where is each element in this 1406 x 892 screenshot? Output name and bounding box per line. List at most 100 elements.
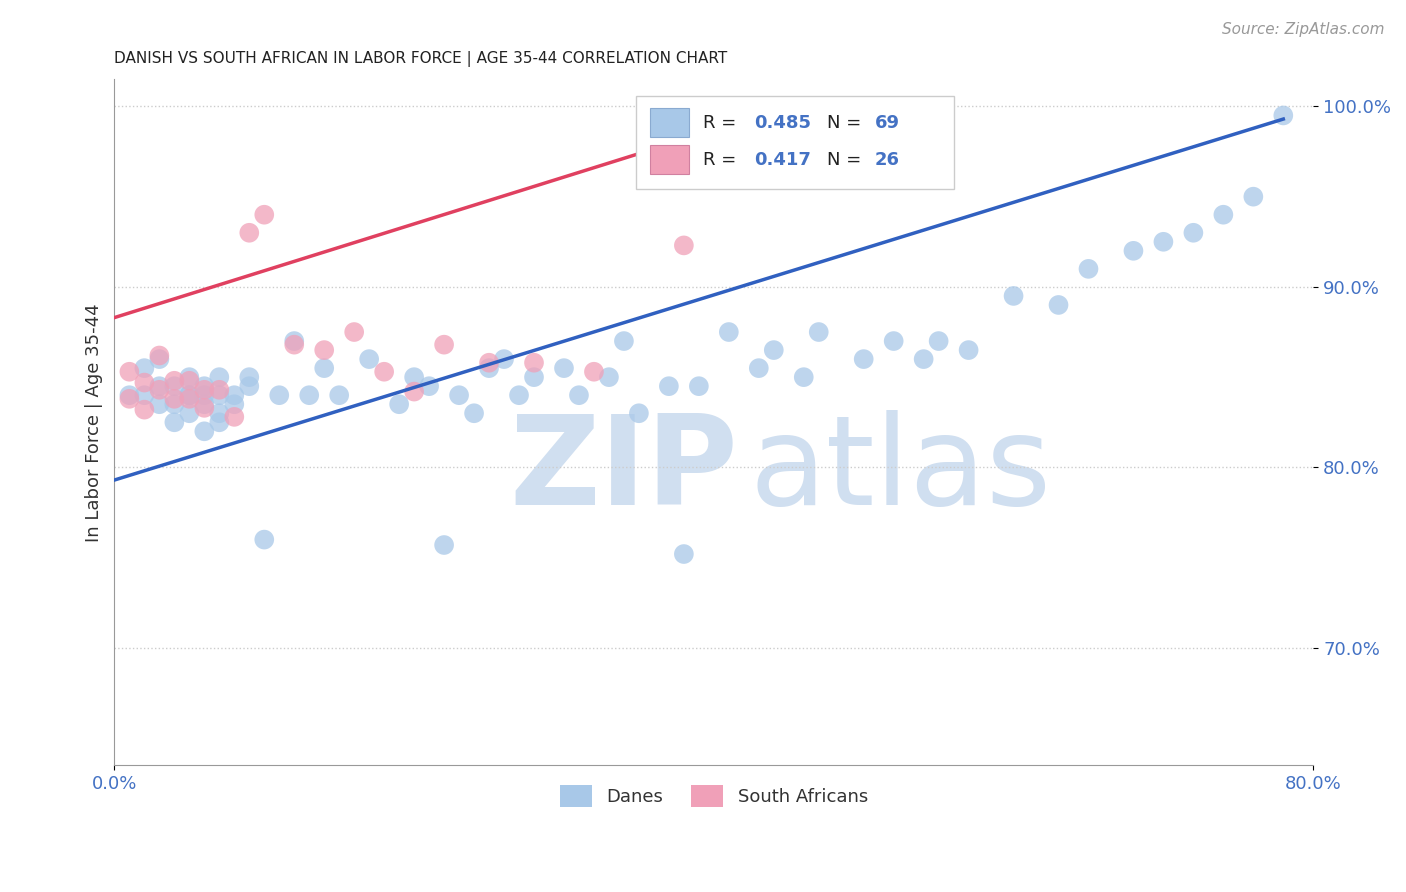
Point: [343, 325, 366, 339]
Text: atlas: atlas: [749, 409, 1052, 531]
Point: [748, 361, 770, 376]
Text: ZIP: ZIP: [509, 409, 738, 531]
Text: N =: N =: [827, 151, 866, 169]
Point: [928, 334, 950, 348]
Point: [193, 379, 215, 393]
Legend: Danes, South Africans: Danes, South Africans: [553, 778, 875, 814]
Point: [253, 208, 276, 222]
Point: [193, 425, 215, 439]
Y-axis label: In Labor Force | Age 35-44: In Labor Force | Age 35-44: [86, 303, 103, 541]
Point: [134, 361, 156, 376]
Text: 0.485: 0.485: [755, 113, 811, 131]
Point: [449, 388, 471, 402]
Point: [508, 388, 530, 402]
Point: [118, 388, 141, 402]
Text: R =: R =: [703, 113, 742, 131]
Point: [179, 370, 201, 384]
Point: [224, 409, 246, 424]
Point: [298, 388, 321, 402]
Text: 69: 69: [875, 113, 900, 131]
Point: [314, 361, 336, 376]
Text: N =: N =: [827, 113, 866, 131]
Point: [134, 402, 156, 417]
Point: [1152, 235, 1174, 249]
Point: [1272, 108, 1295, 122]
Point: [1182, 226, 1205, 240]
Point: [433, 337, 456, 351]
Text: R =: R =: [703, 151, 742, 169]
Point: [283, 337, 305, 351]
Point: [1241, 189, 1264, 203]
Point: [568, 388, 591, 402]
Point: [179, 392, 201, 406]
Point: [269, 388, 291, 402]
Point: [148, 352, 170, 367]
Point: [658, 379, 681, 393]
Bar: [651, 108, 689, 137]
Point: [478, 361, 501, 376]
Point: [672, 238, 695, 252]
Text: DANISH VS SOUTH AFRICAN IN LABOR FORCE | AGE 35-44 CORRELATION CHART: DANISH VS SOUTH AFRICAN IN LABOR FORCE |…: [114, 51, 728, 67]
Point: [613, 334, 636, 348]
FancyBboxPatch shape: [636, 96, 953, 189]
Point: [1212, 208, 1234, 222]
Point: [253, 533, 276, 547]
Point: [238, 370, 260, 384]
Point: [359, 352, 381, 367]
Text: 26: 26: [875, 151, 900, 169]
Point: [134, 388, 156, 402]
Point: [762, 343, 785, 357]
Point: [688, 379, 710, 393]
Bar: [651, 145, 689, 174]
Point: [1002, 289, 1025, 303]
Point: [193, 401, 215, 415]
Point: [523, 356, 546, 370]
Text: Source: ZipAtlas.com: Source: ZipAtlas.com: [1222, 22, 1385, 37]
Point: [179, 388, 201, 402]
Point: [118, 392, 141, 406]
Point: [118, 365, 141, 379]
Point: [404, 370, 426, 384]
Point: [717, 325, 740, 339]
Point: [193, 388, 215, 402]
Point: [582, 365, 605, 379]
Point: [224, 388, 246, 402]
Point: [553, 361, 575, 376]
Point: [463, 406, 485, 420]
Point: [912, 352, 935, 367]
Point: [193, 397, 215, 411]
Point: [672, 547, 695, 561]
Point: [208, 388, 231, 402]
Point: [404, 384, 426, 399]
Point: [163, 397, 186, 411]
Point: [148, 349, 170, 363]
Point: [224, 397, 246, 411]
Point: [523, 370, 546, 384]
Point: [148, 379, 170, 393]
Point: [163, 415, 186, 429]
Point: [238, 379, 260, 393]
Point: [179, 406, 201, 420]
Point: [957, 343, 980, 357]
Point: [1047, 298, 1070, 312]
Point: [478, 356, 501, 370]
Point: [1122, 244, 1144, 258]
Point: [134, 376, 156, 390]
Point: [193, 383, 215, 397]
Point: [1077, 261, 1099, 276]
Point: [418, 379, 440, 393]
Point: [179, 374, 201, 388]
Point: [328, 388, 350, 402]
Point: [148, 383, 170, 397]
Point: [852, 352, 875, 367]
Point: [208, 415, 231, 429]
Point: [163, 379, 186, 393]
Point: [208, 370, 231, 384]
Point: [208, 406, 231, 420]
Point: [208, 383, 231, 397]
Text: 0.417: 0.417: [755, 151, 811, 169]
Point: [492, 352, 515, 367]
Point: [163, 374, 186, 388]
Point: [238, 226, 260, 240]
Point: [163, 392, 186, 406]
